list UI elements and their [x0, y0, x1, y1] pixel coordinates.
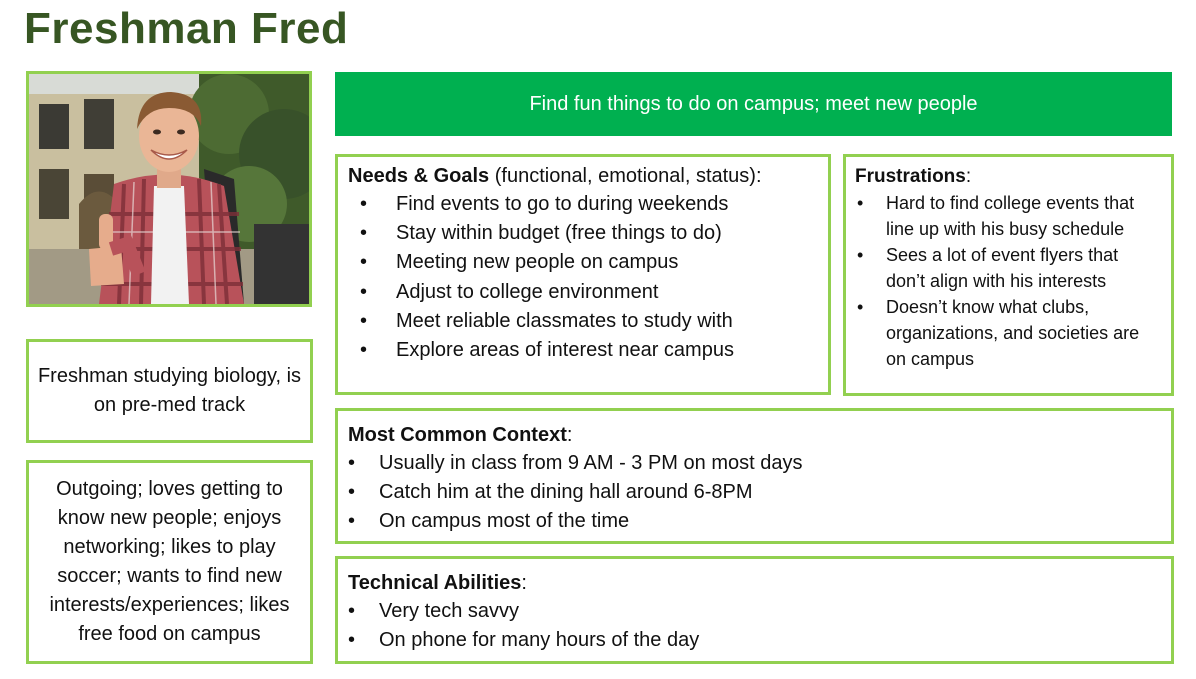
- technical-heading: Technical Abilities:: [348, 569, 1161, 597]
- context-heading-rest: :: [566, 424, 573, 446]
- list-item: Find events to go to during weekends: [348, 190, 818, 219]
- list-item: Adjust to college environment: [348, 278, 818, 307]
- needs-goals-heading-rest: (functional, emotional, status):: [489, 165, 762, 187]
- technical-list: Very tech savvy On phone for many hours …: [348, 597, 1161, 656]
- list-item: Hard to find college events that line up…: [855, 190, 1162, 242]
- technical-heading-bold: Technical Abilities: [348, 572, 522, 594]
- needs-goals-heading-bold: Needs & Goals: [348, 165, 490, 187]
- persona-tagline-banner: Find fun things to do on campus; meet ne…: [335, 72, 1172, 136]
- frustrations-panel: Frustrations: Hard to find college event…: [843, 154, 1174, 396]
- list-item: On campus most of the time: [348, 507, 1161, 536]
- list-item: On phone for many hours of the day: [348, 626, 1161, 655]
- list-item: Very tech savvy: [348, 597, 1161, 626]
- student-portrait-photo-icon: [29, 74, 309, 304]
- persona-description: Freshman studying biology, is on pre-med…: [26, 339, 313, 443]
- needs-goals-list: Find events to go to during weekends Sta…: [348, 190, 818, 365]
- context-list: Usually in class from 9 AM - 3 PM on mos…: [348, 449, 1161, 537]
- list-item: Stay within budget (free things to do): [348, 219, 818, 248]
- list-item: Explore areas of interest near campus: [348, 336, 818, 365]
- frustrations-heading-rest: :: [965, 166, 972, 187]
- list-item: Sees a lot of event flyers that don’t al…: [855, 242, 1162, 294]
- context-heading: Most Common Context:: [348, 421, 1161, 449]
- list-item: Meeting new people on campus: [348, 248, 818, 277]
- context-heading-bold: Most Common Context: [348, 424, 567, 446]
- persona-personality: Outgoing; loves getting to know new peop…: [26, 460, 313, 664]
- technical-heading-rest: :: [521, 572, 527, 594]
- context-panel: Most Common Context: Usually in class fr…: [335, 408, 1174, 544]
- needs-goals-panel: Needs & Goals (functional, emotional, st…: [335, 154, 831, 395]
- technical-panel: Technical Abilities: Very tech savvy On …: [335, 556, 1174, 664]
- frustrations-list: Hard to find college events that line up…: [855, 190, 1162, 372]
- list-item: Doesn’t know what clubs, organizations, …: [855, 294, 1162, 372]
- frustrations-heading-bold: Frustrations: [855, 166, 966, 187]
- persona-photo: [26, 71, 312, 307]
- list-item: Usually in class from 9 AM - 3 PM on mos…: [348, 449, 1161, 478]
- needs-goals-heading: Needs & Goals (functional, emotional, st…: [348, 162, 818, 190]
- list-item: Meet reliable classmates to study with: [348, 307, 818, 336]
- list-item: Catch him at the dining hall around 6-8P…: [348, 478, 1161, 507]
- persona-title: Freshman Fred: [24, 4, 349, 53]
- frustrations-heading: Frustrations:: [855, 164, 1162, 190]
